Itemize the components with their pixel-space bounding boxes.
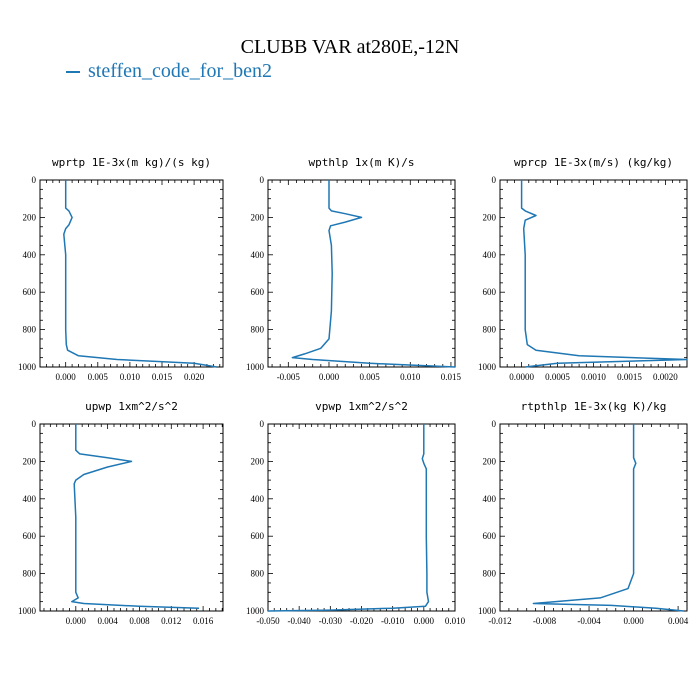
x-tick-label: 0.016 <box>193 616 214 626</box>
x-tick-label: 0.005 <box>360 372 381 382</box>
x-tick-label: 0.000 <box>623 616 644 626</box>
x-tick-label: 0.015 <box>152 372 173 382</box>
series-line <box>71 424 200 609</box>
x-tick-label: -0.050 <box>256 616 280 626</box>
x-tick-label: -0.010 <box>381 616 405 626</box>
y-tick-label: 600 <box>23 287 37 297</box>
y-tick-label: 0 <box>492 175 497 185</box>
x-tick-label: 0.0015 <box>617 372 642 382</box>
y-tick-label: 800 <box>23 569 37 579</box>
x-tick-label: -0.030 <box>319 616 343 626</box>
x-tick-label: 0.0010 <box>581 372 606 382</box>
panel-frame <box>39 423 224 612</box>
x-tick-label: 0.010 <box>400 372 421 382</box>
panel-title: upwp 1xm^2/s^2 <box>85 400 178 413</box>
y-tick-label: 200 <box>23 456 37 466</box>
y-tick-label: 400 <box>23 494 37 504</box>
x-tick-label: -0.020 <box>350 616 374 626</box>
panel-title: wprcp 1E-3x(m/s) (kg/kg) <box>514 156 673 169</box>
panel-frame <box>39 179 224 368</box>
x-tick-label: 0.012 <box>161 616 181 626</box>
x-tick-label: -0.040 <box>288 616 312 626</box>
x-tick-label: 0.0000 <box>509 372 534 382</box>
x-tick-label: 0.020 <box>184 372 205 382</box>
x-tick-label: 0.005 <box>88 372 109 382</box>
series-line <box>520 180 688 368</box>
y-tick-label: 1000 <box>478 606 497 616</box>
series-line <box>532 424 684 612</box>
legend-line-swatch <box>66 70 80 73</box>
panel-frame <box>499 179 688 368</box>
x-tick-label: 0.004 <box>98 616 119 626</box>
y-tick-label: 200 <box>483 456 497 466</box>
x-tick-label: 0.008 <box>129 616 150 626</box>
y-tick-label: 0 <box>32 175 37 185</box>
panel-3: wprcp 1E-3x(m/s) (kg/kg) 0 200 400 600 800 100… <box>478 156 688 382</box>
y-tick-label: 1000 <box>246 606 265 616</box>
panel-title: vpwp 1xm^2/s^2 <box>315 400 408 413</box>
x-tick-label: 0.015 <box>441 372 462 382</box>
y-tick-label: 600 <box>23 531 37 541</box>
x-tick-label: 0.000 <box>56 372 77 382</box>
series-line <box>63 180 217 368</box>
y-tick-label: 400 <box>483 250 497 260</box>
x-tick-label: -0.005 <box>277 372 301 382</box>
x-tick-label: 0.000 <box>66 616 87 626</box>
panel-title: wprtp 1E-3x(m kg)/(s kg) <box>52 156 211 169</box>
y-tick-label: 200 <box>251 212 265 222</box>
y-tick-label: 400 <box>483 494 497 504</box>
panel-2: wpthlp 1x(m K)/s 0 200 400 600 800 1000 -0.005 0… <box>246 156 462 382</box>
y-tick-label: 0 <box>260 175 265 185</box>
y-tick-label: 800 <box>483 569 497 579</box>
x-tick-label: 0.004 <box>668 616 689 626</box>
y-tick-label: 800 <box>23 325 37 335</box>
x-tick-label: 0.0005 <box>545 372 570 382</box>
y-tick-label: 400 <box>23 250 37 260</box>
panel-1: wprtp 1E-3x(m kg)/(s kg) 0 200 400 600 800 100… <box>18 156 224 382</box>
panel-4: upwp 1xm^2/s^2 0 200 400 600 800 1000 0.000 0.00… <box>18 400 224 626</box>
panel-frame <box>267 179 456 368</box>
panel-6: rtpthlp 1E-3x(kg K)/kg02004006008001000-… <box>478 400 689 626</box>
y-tick-label: 800 <box>251 325 265 335</box>
y-tick-label: 200 <box>483 212 497 222</box>
panel-5: vpwp 1xm^2/s^2 0 200 400 600 800 1000-0.050 -0.… <box>246 400 466 626</box>
panel-title: wpthlp 1x(m K)/s <box>309 156 415 169</box>
y-tick-label: 400 <box>251 494 265 504</box>
x-tick-label: 0.0020 <box>653 372 678 382</box>
y-tick-label: 600 <box>483 531 497 541</box>
y-tick-label: 600 <box>483 287 497 297</box>
y-tick-label: 1000 <box>478 362 497 372</box>
x-tick-label: -0.004 <box>577 616 601 626</box>
series-line <box>291 180 456 368</box>
figure-title: CLUBB VAR at280E,-12N <box>240 36 460 58</box>
x-tick-label: 0.000 <box>319 372 340 382</box>
y-tick-label: 1000 <box>18 606 37 616</box>
y-tick-label: 800 <box>483 325 497 335</box>
y-tick-label: 600 <box>251 531 265 541</box>
legend: steffen_code_for_ben2 <box>66 60 272 83</box>
y-tick-label: 200 <box>23 212 37 222</box>
y-tick-label: 600 <box>251 287 265 297</box>
legend-label: steffen_code_for_ben2 <box>88 60 273 82</box>
y-tick-label: 0 <box>32 419 37 429</box>
y-tick-label: 0 <box>492 419 497 429</box>
x-tick-label: 0.010 <box>445 616 466 626</box>
panel-frame <box>499 423 688 612</box>
x-tick-label: -0.008 <box>533 616 557 626</box>
x-tick-label: 0.000 <box>414 616 435 626</box>
y-tick-label: 1000 <box>18 362 37 372</box>
panel-title: rtpthlp 1E-3x(kg K)/kg <box>521 400 667 413</box>
y-tick-label: 200 <box>251 456 265 466</box>
series-line <box>267 424 430 612</box>
y-tick-label: 400 <box>251 250 265 260</box>
y-tick-label: 1000 <box>246 362 265 372</box>
y-tick-label: 800 <box>251 569 265 579</box>
x-tick-label: -0.012 <box>488 616 511 626</box>
y-tick-label: 0 <box>260 419 265 429</box>
x-tick-label: 0.010 <box>120 372 141 382</box>
